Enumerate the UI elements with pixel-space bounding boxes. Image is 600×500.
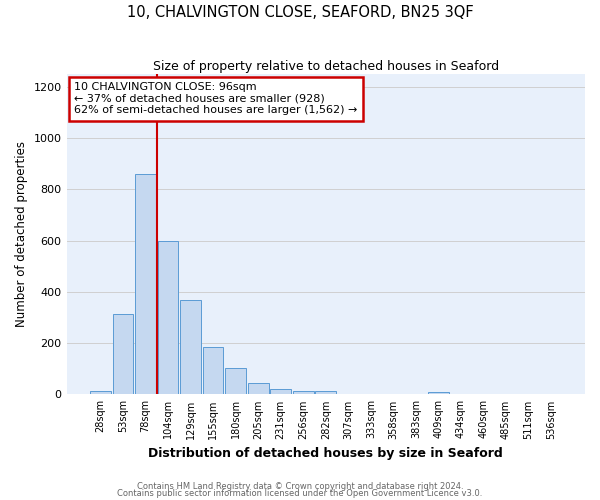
Bar [135,174,156,394]
Bar [248,383,269,394]
Y-axis label: Number of detached properties: Number of detached properties [15,142,28,328]
Bar [293,390,314,394]
Bar [203,347,223,395]
Bar [428,392,449,394]
Text: 10 CHALVINGTON CLOSE: 96sqm
← 37% of detached houses are smaller (928)
62% of se: 10 CHALVINGTON CLOSE: 96sqm ← 37% of det… [74,82,358,116]
Bar [316,390,336,394]
Text: 10, CHALVINGTON CLOSE, SEAFORD, BN25 3QF: 10, CHALVINGTON CLOSE, SEAFORD, BN25 3QF [127,5,473,20]
Bar [225,368,246,394]
Text: Contains HM Land Registry data © Crown copyright and database right 2024.: Contains HM Land Registry data © Crown c… [137,482,463,491]
Bar [271,390,291,394]
Title: Size of property relative to detached houses in Seaford: Size of property relative to detached ho… [153,60,499,73]
X-axis label: Distribution of detached houses by size in Seaford: Distribution of detached houses by size … [148,447,503,460]
Bar [113,314,133,394]
Bar [180,300,201,394]
Text: Contains public sector information licensed under the Open Government Licence v3: Contains public sector information licen… [118,489,482,498]
Bar [158,240,178,394]
Bar [90,390,111,394]
